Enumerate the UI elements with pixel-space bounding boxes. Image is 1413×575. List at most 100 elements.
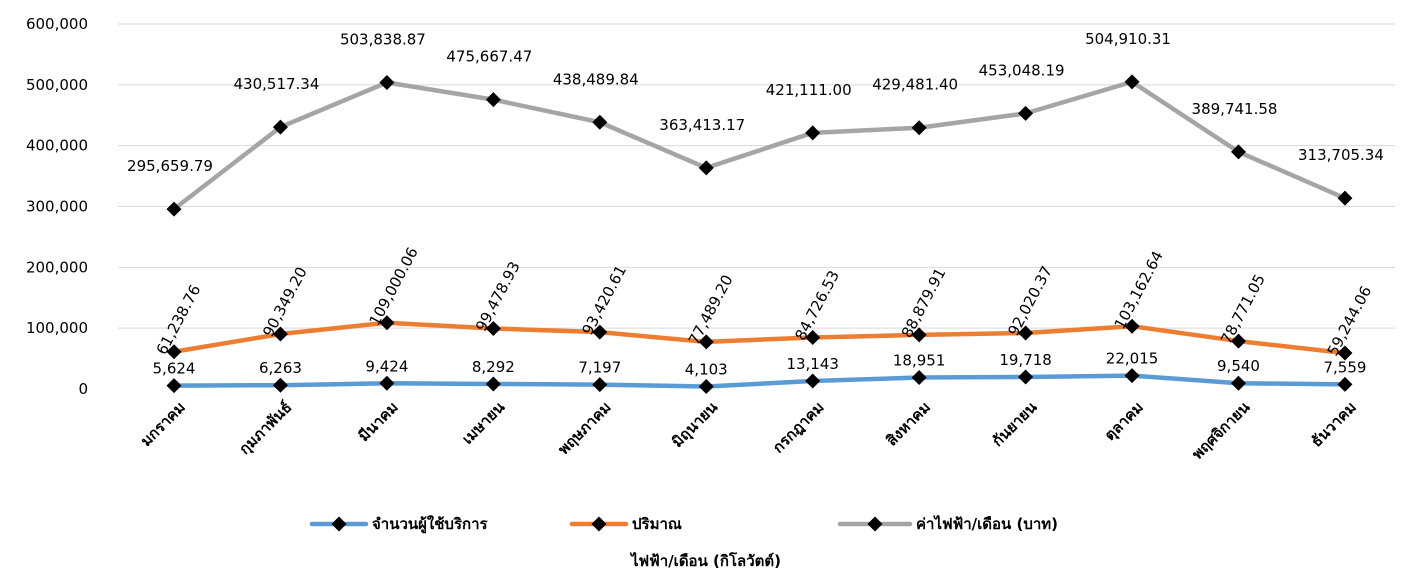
data-point-marker — [1337, 376, 1353, 392]
data-label: 8,292 — [472, 358, 515, 376]
x-axis-title: ไฟฟ้า/เดือน (กิโลวัตต์) — [629, 551, 781, 570]
x-tick-label: มีนาคม — [355, 398, 402, 445]
y-tick-label: 400,000 — [26, 137, 88, 155]
series-line — [171, 320, 1348, 356]
data-point-marker — [166, 344, 182, 360]
data-label: 92,020.37 — [1004, 263, 1056, 339]
data-point-marker — [911, 120, 927, 136]
data-label: 6,263 — [259, 359, 302, 377]
data-point-marker — [1124, 318, 1140, 334]
data-point-marker — [805, 373, 821, 389]
series-line — [171, 79, 1348, 212]
x-tick-label: กรกฎาคม — [769, 398, 827, 456]
data-point-marker — [698, 334, 714, 350]
legend-label: ปริมาณ — [632, 515, 682, 533]
data-point-marker — [166, 201, 182, 217]
x-tick-label: มกราคม — [137, 398, 189, 450]
data-point-marker — [1337, 345, 1353, 361]
data-label: 504,910.31 — [1085, 30, 1171, 48]
data-label: 77,489.20 — [685, 272, 737, 348]
data-label: 93,420.61 — [578, 262, 630, 338]
data-label: 19,718 — [999, 351, 1052, 369]
data-point-marker — [1337, 190, 1353, 206]
data-label: 475,667.47 — [446, 48, 532, 66]
x-tick-label: มิถุนายน — [668, 398, 722, 452]
data-label: 4,103 — [685, 361, 728, 379]
x-tick-label: พฤศจิกายน — [1188, 398, 1253, 463]
data-point-marker — [485, 320, 501, 336]
data-label: 7,197 — [578, 359, 621, 377]
data-point-marker — [272, 326, 288, 342]
data-label: 389,741.58 — [1192, 100, 1278, 118]
data-point-marker — [698, 379, 714, 395]
data-point-marker — [166, 378, 182, 394]
data-label: 5,624 — [153, 360, 196, 378]
x-tick-label: สิงหาคม — [883, 398, 934, 449]
data-point-marker — [805, 329, 821, 345]
x-tick-label: กันยายน — [988, 398, 1041, 451]
data-point-marker — [272, 377, 288, 393]
data-label: 78,771.05 — [1217, 271, 1269, 347]
y-tick-label: 200,000 — [26, 258, 88, 276]
data-label: 84,726.53 — [791, 267, 843, 343]
data-point-marker — [698, 160, 714, 176]
y-tick-label: 300,000 — [26, 198, 88, 216]
legend-label: ค่าไฟฟ้า/เดือน (บาท) — [916, 514, 1058, 533]
data-label: 103,162.64 — [1111, 248, 1167, 332]
data-point-marker — [1018, 369, 1034, 385]
data-point-marker — [592, 114, 608, 130]
data-label: 7,559 — [1323, 358, 1366, 376]
data-label: 363,413.17 — [659, 116, 745, 134]
data-point-marker — [379, 74, 395, 90]
data-point-marker — [485, 376, 501, 392]
data-point-marker — [485, 92, 501, 108]
series-line — [171, 373, 1348, 389]
data-label: 59,244.06 — [1324, 283, 1376, 359]
data-point-marker — [592, 324, 608, 340]
data-label: 503,838.87 — [340, 30, 426, 48]
data-label: 429,481.40 — [872, 76, 958, 94]
data-point-marker — [379, 375, 395, 391]
data-label: 18,951 — [893, 351, 946, 369]
y-tick-label: 100,000 — [26, 319, 88, 337]
y-tick-label: 500,000 — [26, 76, 88, 94]
legend-swatch-marker — [591, 516, 607, 532]
data-point-marker — [911, 327, 927, 343]
data-label: 88,879.91 — [898, 265, 950, 341]
data-label: 295,659.79 — [127, 157, 213, 175]
data-point-marker — [1018, 325, 1034, 341]
data-point-marker — [379, 315, 395, 331]
data-point-marker — [592, 377, 608, 393]
data-point-marker — [805, 125, 821, 141]
legend-swatch-marker — [331, 516, 347, 532]
data-label: 430,517.34 — [234, 75, 320, 93]
x-tick-label: พฤษภาคม — [554, 398, 614, 458]
data-label: 438,489.84 — [553, 70, 639, 88]
data-point-marker — [1124, 368, 1140, 384]
data-label: 313,705.34 — [1298, 146, 1384, 164]
data-label: 13,143 — [786, 355, 839, 373]
y-tick-label: 0 — [78, 380, 88, 398]
data-point-marker — [1231, 144, 1246, 160]
data-point-marker — [1018, 105, 1034, 121]
legend-label: จำนวนผู้ใช้บริการ — [372, 515, 489, 534]
data-label: 9,540 — [1217, 357, 1260, 375]
data-label: 421,111.00 — [766, 81, 852, 99]
y-tick-label: 600,000 — [26, 15, 88, 33]
x-tick-label: เมษายน — [458, 398, 508, 448]
x-tick-label: ธันวาคม — [1307, 398, 1359, 450]
data-point-marker — [1124, 74, 1140, 90]
data-label: 109,000.06 — [366, 244, 422, 328]
x-tick-label: ตุลาคม — [1101, 398, 1148, 445]
data-point-marker — [272, 119, 288, 135]
data-point-marker — [1231, 375, 1246, 391]
data-label: 99,478.93 — [472, 259, 524, 335]
data-label: 9,424 — [365, 357, 408, 375]
data-point-marker — [911, 369, 927, 385]
x-tick-label: กุมภาพันธ์ — [235, 398, 296, 459]
data-label: 453,048.19 — [979, 61, 1065, 79]
legend-swatch-marker — [867, 516, 883, 532]
data-label: 22,015 — [1106, 350, 1159, 368]
